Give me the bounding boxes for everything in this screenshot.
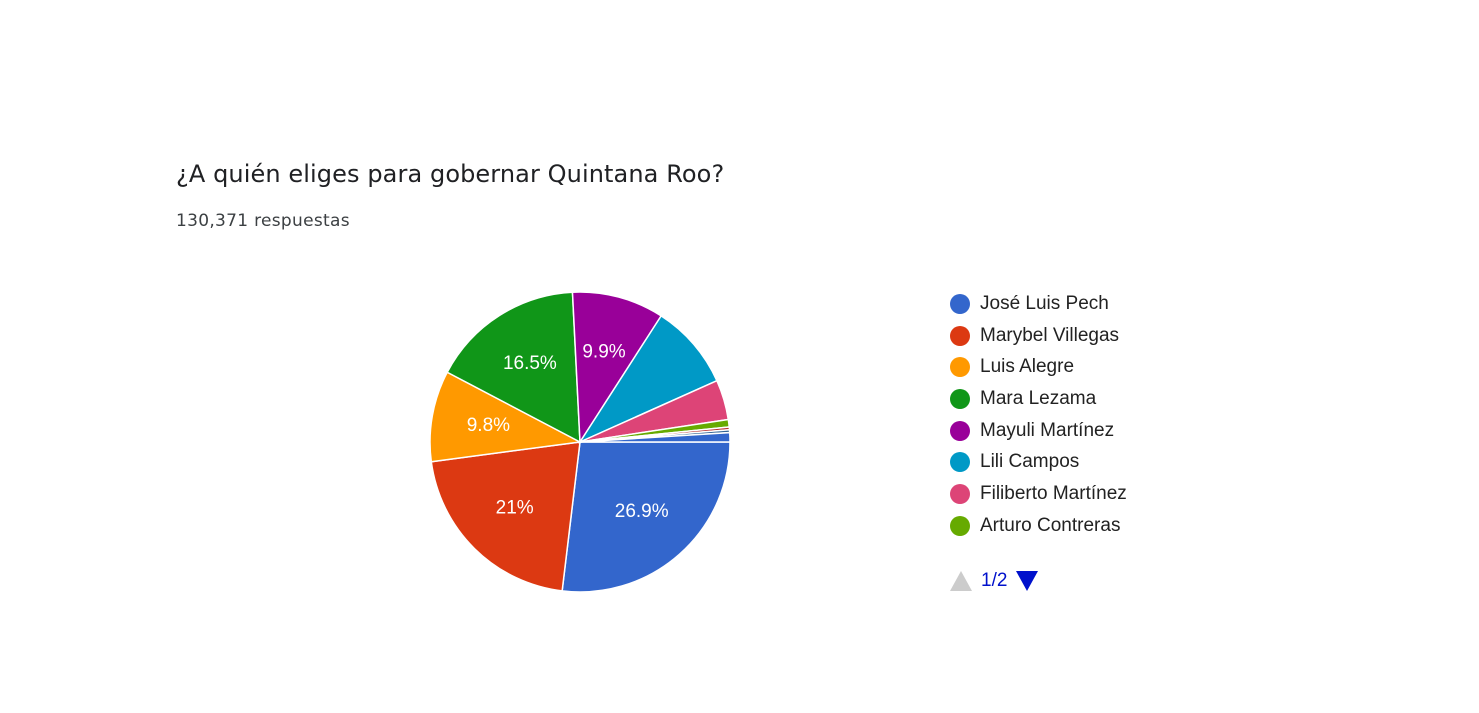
legend-pager: 1/2: [950, 570, 1039, 592]
next-page-icon[interactable]: [1016, 571, 1039, 591]
question-title: ¿A quién eliges para gobernar Quintana R…: [176, 160, 725, 188]
legend-swatch: [950, 325, 970, 346]
chart-legend: José Luis Pech Marybel Villegas Luis Alegr…: [950, 288, 1127, 542]
legend-label: Mayuli Martínez: [980, 419, 1115, 441]
legend-swatch: [950, 515, 970, 536]
legend-swatch: [950, 293, 970, 314]
legend-item: José Luis Pech: [950, 288, 1127, 320]
legend-item: Filiberto Martínez: [950, 478, 1127, 510]
pie-chart: 26.9% 21% 9.8% 16.5% 9.9%: [429, 291, 731, 593]
slice-label-2: 9.8%: [467, 415, 510, 436]
legend-label: Marybel Villegas: [980, 324, 1120, 346]
legend-item: Mara Lezama: [950, 383, 1127, 415]
legend-swatch: [950, 483, 970, 504]
legend-label: Luis Alegre: [980, 356, 1075, 378]
legend-label: Mara Lezama: [980, 387, 1097, 409]
pie-slice-5: [578, 314, 718, 444]
previous-page-icon[interactable]: [950, 571, 972, 591]
legend-swatch: [950, 452, 970, 473]
response-count: 130,371 respuestas: [176, 211, 350, 231]
slice-label-1: 21%: [496, 498, 534, 519]
legend-swatch: [950, 420, 970, 441]
pie-slice-3: [446, 291, 581, 444]
legend-item: Luis Alegre: [950, 351, 1127, 383]
legend-swatch: [950, 388, 970, 409]
legend-item: Lili Campos: [950, 446, 1127, 478]
pie-slice-2: [429, 371, 583, 463]
pager-label: 1/2: [981, 570, 1008, 591]
pie-slice-0: [561, 441, 731, 593]
legend-label: Arturo Contreras: [980, 514, 1121, 536]
legend-item: Arturo Contreras: [950, 510, 1127, 542]
pie-slice-4: [571, 291, 663, 445]
pie-slice-1: [430, 441, 581, 592]
legend-item: Marybel Villegas: [950, 320, 1127, 352]
slice-label-3: 16.5%: [503, 353, 557, 374]
legend-item: Mayuli Martínez: [950, 415, 1127, 447]
slice-label-4: 9.9%: [582, 342, 625, 363]
legend-label: José Luis Pech: [980, 292, 1109, 314]
pie-slice-10: [579, 431, 731, 443]
slice-label-0: 26.9%: [615, 501, 669, 522]
legend-label: Lili Campos: [980, 451, 1080, 473]
legend-label: Filiberto Martínez: [980, 482, 1127, 504]
legend-swatch: [950, 357, 970, 378]
